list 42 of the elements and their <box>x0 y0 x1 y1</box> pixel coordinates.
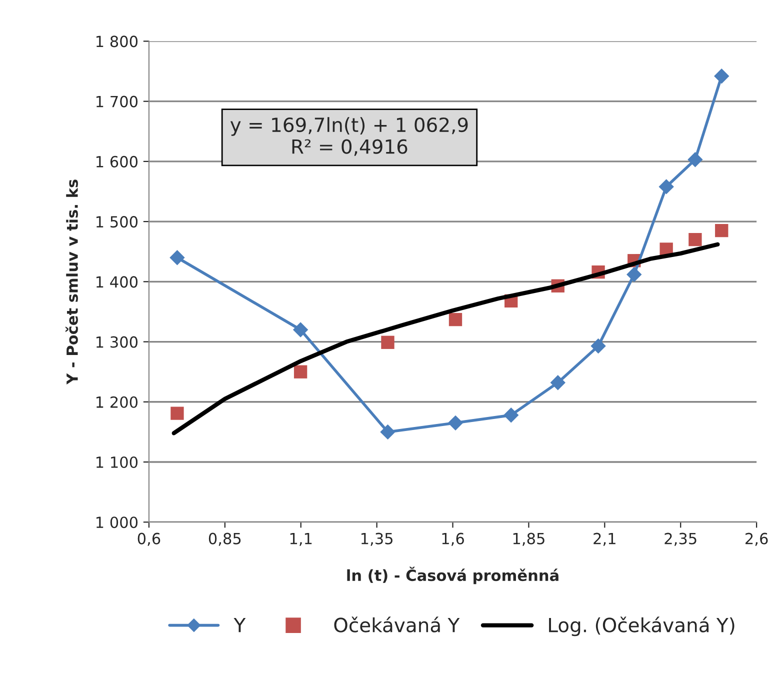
point <box>381 336 394 349</box>
legend-label: Očekávaná Y <box>334 616 460 632</box>
y-axis-title: Y - Počet smluv v tis. ks <box>66 180 78 385</box>
y-tick-label: 1 400 <box>96 276 138 288</box>
point <box>170 250 185 266</box>
x-tick-label: 2,1 <box>594 532 616 546</box>
legend-label: Y <box>234 618 246 632</box>
point <box>658 179 674 194</box>
x-tick-label: 1,85 <box>513 532 544 546</box>
point <box>504 408 518 423</box>
x-axis-title: ln (t) - Časová proměnná <box>347 566 558 584</box>
line-series <box>172 242 720 436</box>
legend-label: Log. (Očekávaná Y) <box>549 616 734 636</box>
point <box>626 267 642 282</box>
y-tick-label: 1 600 <box>96 156 138 168</box>
y-tick-label: 1 500 <box>96 216 138 228</box>
y-tick-label: 1 000 <box>96 516 138 528</box>
point <box>688 233 702 246</box>
point <box>380 424 396 440</box>
point <box>714 68 730 84</box>
x-tick-label: 0,6 <box>138 532 160 546</box>
point <box>294 365 308 378</box>
y-tick-label: 1 800 <box>96 36 138 48</box>
y-tick-label: 1 100 <box>96 456 138 468</box>
y-tick-label: 1 300 <box>96 336 138 348</box>
x-tick-label: 1,6 <box>442 532 464 546</box>
point <box>590 338 606 354</box>
point <box>715 224 728 238</box>
x-tick-label: 0,85 <box>208 532 241 546</box>
y-tick-label: 1 700 <box>96 96 138 108</box>
point <box>293 322 308 338</box>
x-tick-label: 1,35 <box>361 532 392 546</box>
point <box>448 416 463 430</box>
point <box>170 406 184 420</box>
point <box>550 375 566 390</box>
x-tick-label: 2,6 <box>746 532 768 546</box>
point <box>688 152 703 168</box>
point <box>448 312 462 326</box>
y-tick-label: 1 200 <box>96 396 138 408</box>
x-tick-label: 1,1 <box>290 533 312 546</box>
x-tick-label: 2,35 <box>664 532 696 546</box>
annotation: y = 169,7ln(t) + 1 062,9 R² = 0,4916 <box>230 117 468 156</box>
